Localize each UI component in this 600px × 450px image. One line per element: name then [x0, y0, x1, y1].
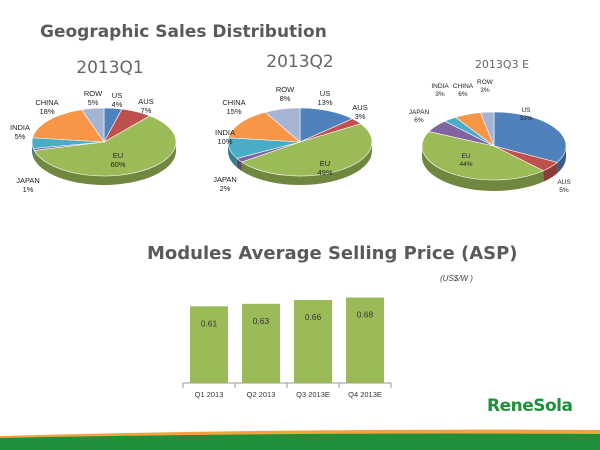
x-tick-label: Q1 2013: [195, 390, 224, 399]
pie-label-us: US: [521, 107, 531, 114]
asp-title: Modules Average Selling Price (ASP): [147, 243, 518, 264]
pie-title-q1: 2013Q1: [76, 58, 144, 78]
pie-side-eu: [34, 142, 177, 185]
pie-value-eu: 60%: [110, 160, 125, 169]
pie-value-eu: 44%: [459, 161, 472, 168]
pie-label-china: CHINA: [222, 98, 245, 107]
bar-q3-2013e: [294, 300, 332, 383]
pie-title-q3: 2013Q3 E: [474, 58, 530, 71]
footer-band: [0, 429, 600, 450]
pie-chart-2013q3e: US33%AUS5%EU44%JAPAN6%INDIA3%CHINA6%ROW3…: [409, 79, 572, 194]
pie-label-row: ROW: [84, 89, 103, 98]
pie-label-aus: AUS: [352, 103, 367, 112]
pie-label-india: INDIA: [431, 83, 449, 90]
pie-chart-2013q1: US4% AUS7%EU60%JAPAN1%INDIA5%CHINA18%ROW5…: [10, 89, 177, 194]
pie-label-eu: EU: [320, 159, 330, 168]
pie-value-us: 33%: [519, 115, 532, 122]
pie-side-aus: [543, 162, 558, 182]
pie-side-japan: [33, 148, 35, 160]
pie-value-china: 6%: [458, 91, 468, 98]
pie-label-japan: JAPAN: [213, 175, 237, 184]
pie-side-eu: [422, 146, 544, 191]
pie-value-india: 3%: [435, 91, 445, 98]
pie-slice-eu: [33, 115, 177, 177]
pie-label-aus: AUS: [138, 97, 153, 106]
bar-value-label: 0.68: [357, 310, 374, 320]
pie-value-japan: 2%: [220, 184, 231, 193]
pie-value-row: 3%: [480, 87, 490, 94]
bar-value-label: 0.63: [253, 316, 270, 326]
pie-value-aus: 7%: [141, 106, 152, 115]
pie-value-china: 15%: [226, 107, 241, 116]
pie-slice-row: [264, 107, 301, 143]
pie-value-eu: 49%: [317, 168, 332, 177]
bar-value-label: 0.61: [201, 318, 218, 328]
pie-title-q2: 2013Q2: [266, 52, 334, 72]
pie-slice-us: [493, 111, 567, 163]
pie-label-aus: AUS: [557, 179, 571, 186]
pie-label-us: US: [320, 89, 330, 98]
pie-label-japan: JAPAN: [16, 176, 40, 185]
x-tick-label: Q2 2013: [247, 390, 276, 399]
pie-slice-row: [81, 107, 105, 143]
bar-value-label: 0.66: [305, 312, 322, 322]
bar-q4-2013e: [346, 297, 384, 383]
asp-unit-label: (US$/W ): [440, 274, 473, 283]
bar-q1-2013: [190, 306, 228, 383]
pie-slice-china: [32, 109, 105, 143]
pie-label-us: US: [112, 91, 122, 100]
pie-value-aus: 3%: [355, 112, 366, 121]
pie-side-india: [228, 142, 237, 168]
pie-label-row: ROW: [276, 85, 295, 94]
pie-label-japan: JAPAN: [409, 109, 430, 116]
x-tick-label: Q3 2013E: [296, 390, 330, 399]
pie-label-india: INDIA: [10, 123, 30, 132]
pie-label-row: ROW: [477, 79, 494, 86]
pie-side-us: [557, 146, 566, 174]
pie-value-row: 8%: [280, 94, 291, 103]
renesola-logo: ReneSola: [487, 396, 573, 416]
pie-label-china: CHINA: [453, 83, 474, 90]
pie-slice-china: [228, 111, 301, 143]
pie-slice-eu: [421, 131, 544, 181]
pie-value-us: 4%: [112, 100, 123, 109]
pie-value-japan: 6%: [414, 117, 424, 124]
pie-label-eu: EU: [113, 151, 123, 160]
pie-label-eu: EU: [461, 153, 470, 160]
pie-slice-us: [299, 107, 354, 143]
pie-slice-row: [480, 111, 495, 147]
pie-value-japan: 1%: [23, 185, 34, 194]
pie-value-row: 5%: [88, 98, 99, 107]
bar-q2-2013: [242, 303, 280, 383]
geo-sales-title: Geographic Sales Distribution: [40, 22, 327, 42]
pie-value-us: 13%: [317, 98, 332, 107]
pie-side-eu: [241, 142, 372, 185]
pie-value-china: 18%: [39, 107, 54, 116]
pie-value-india: 5%: [15, 132, 26, 141]
pie-label-china: CHINA: [35, 98, 58, 107]
pie-value-india: 10%: [217, 137, 232, 146]
pie-label-india: INDIA: [215, 128, 235, 137]
footer-green-stripe: [0, 433, 600, 450]
x-tick-label: Q4 2013E: [348, 390, 382, 399]
asp-bar-chart: 0.61 Q1 2013 0.63 Q2 2013 0.66 Q3 2013E 0.68 Q4…: [182, 297, 392, 399]
pie-slice-eu: [241, 123, 373, 177]
pie-value-aus: 5%: [559, 187, 569, 194]
